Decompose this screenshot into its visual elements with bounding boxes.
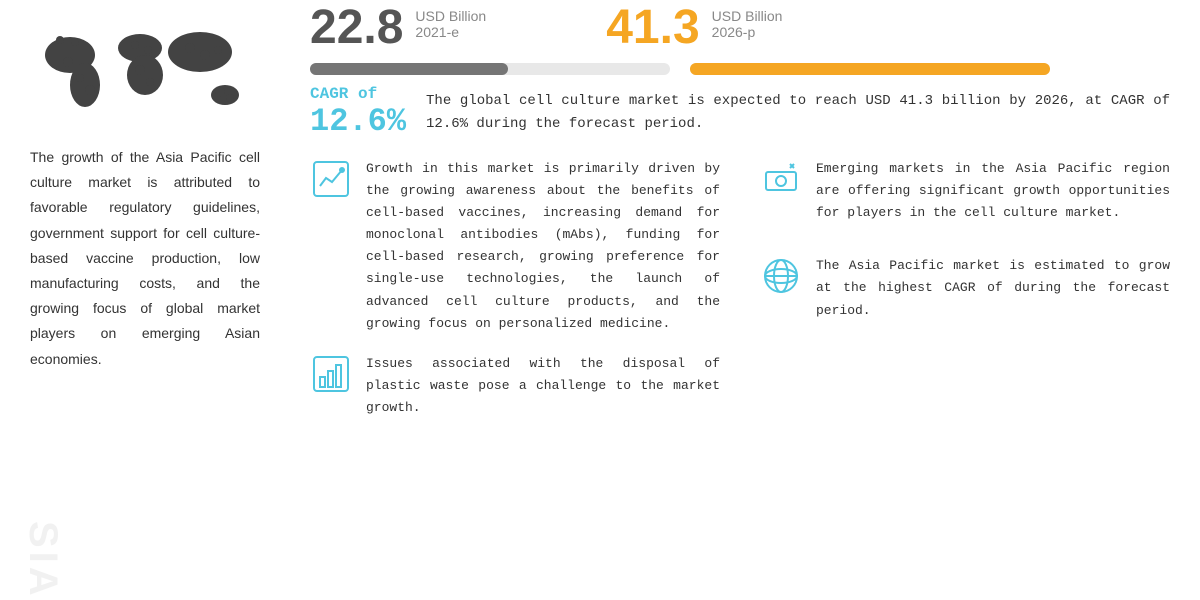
metric-value-2026: 41.3 [606, 0, 699, 55]
info-grid: Growth in this market is primarily drive… [310, 158, 1170, 419]
metric-2021: 22.8 USD Billion 2021-e [310, 0, 486, 55]
watermark-text: SIA [20, 521, 65, 600]
metric-value-2021: 22.8 [310, 0, 403, 55]
bar-2021-fill [310, 63, 508, 75]
progress-bars [310, 63, 1170, 75]
left-sidebar: The growth of the Asia Pacific cell cult… [0, 0, 280, 600]
globe-icon [760, 255, 802, 297]
info-text-apac: The Asia Pacific market is estimated to … [816, 255, 1170, 334]
metrics-row: 22.8 USD Billion 2021-e 41.3 USD Billion… [310, 0, 1170, 55]
trend-icon [310, 353, 352, 395]
chart-icon [310, 158, 352, 200]
bar-2026-fill [690, 63, 1050, 75]
cagr-section: CAGR of 12.6% The global cell culture ma… [310, 85, 1170, 140]
bar-2021 [310, 63, 670, 75]
cagr-description: The global cell culture market is expect… [426, 90, 1170, 135]
info-block-emerging: Emerging markets in the Asia Pacific reg… [760, 158, 1170, 237]
metric-label-2026: USD Billion 2026-p [712, 0, 783, 40]
info-block-issues: Issues associated with the disposal of p… [310, 353, 720, 419]
metric-label-2021: USD Billion 2021-e [415, 0, 486, 40]
info-block-apac: The Asia Pacific market is estimated to … [760, 255, 1170, 334]
info-text-issues: Issues associated with the disposal of p… [366, 353, 720, 419]
cagr-value: 12.6% [310, 103, 406, 140]
bar-2026 [690, 63, 1050, 75]
info-block-growth: Growth in this market is primarily drive… [310, 158, 720, 335]
cagr-label: CAGR of [310, 85, 406, 103]
cagr-metric: CAGR of 12.6% [310, 85, 406, 140]
left-description: The growth of the Asia Pacific cell cult… [30, 145, 260, 372]
world-map-icon [30, 20, 260, 120]
main-content: 22.8 USD Billion 2021-e 41.3 USD Billion… [280, 0, 1200, 600]
info-text-emerging: Emerging markets in the Asia Pacific reg… [816, 158, 1170, 237]
money-icon [760, 158, 802, 200]
info-text-growth: Growth in this market is primarily drive… [366, 158, 720, 335]
metric-2026: 41.3 USD Billion 2026-p [606, 0, 782, 55]
